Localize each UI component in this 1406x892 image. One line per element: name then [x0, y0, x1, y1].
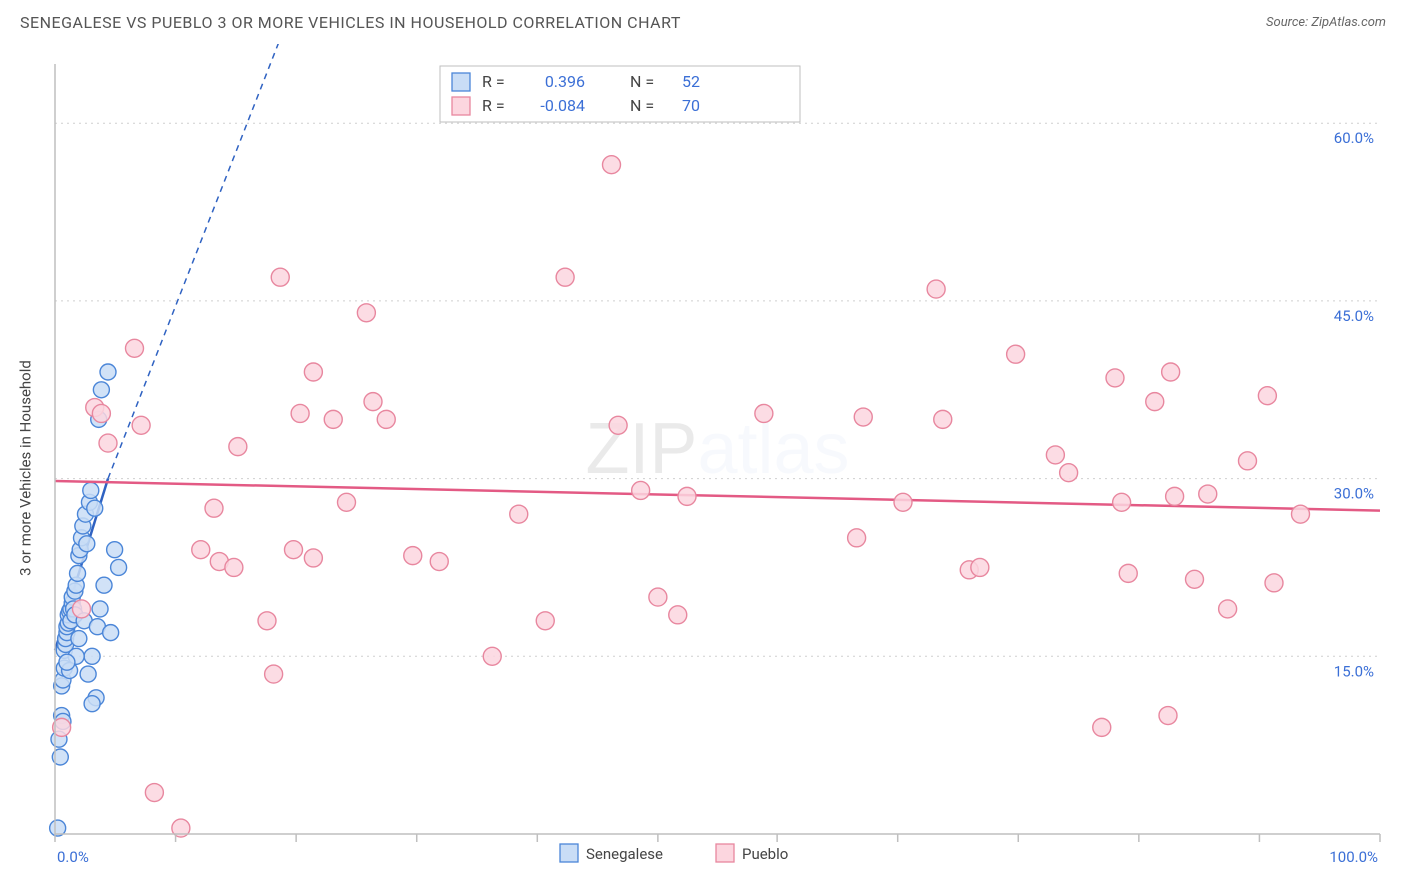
data-point	[126, 339, 144, 357]
data-point	[971, 558, 989, 576]
data-point	[536, 612, 554, 630]
chart-source: Source: ZipAtlas.com	[1266, 15, 1386, 30]
data-point	[265, 665, 283, 683]
data-point	[205, 499, 223, 517]
svg-text:0.0%: 0.0%	[57, 848, 89, 866]
legend-swatch	[716, 844, 734, 862]
data-point	[755, 404, 773, 422]
data-point	[107, 542, 123, 558]
data-point	[1166, 487, 1184, 505]
data-point	[103, 625, 119, 641]
data-point	[84, 696, 100, 712]
data-point	[1199, 485, 1217, 503]
data-point	[111, 559, 127, 575]
data-point	[1046, 446, 1064, 464]
data-point	[271, 268, 289, 286]
data-point	[192, 541, 210, 559]
data-point	[87, 500, 103, 516]
svg-text:R =: R =	[482, 96, 505, 115]
data-point	[1119, 564, 1137, 582]
data-point	[83, 482, 99, 498]
data-point	[145, 784, 163, 802]
svg-text:15.0%: 15.0%	[1334, 662, 1374, 680]
data-point	[1186, 570, 1204, 588]
data-point	[285, 541, 303, 559]
data-point	[1093, 718, 1111, 736]
data-point	[229, 438, 247, 456]
data-point	[79, 536, 95, 552]
data-point	[291, 404, 309, 422]
data-point	[99, 434, 117, 452]
data-point	[1060, 464, 1078, 482]
data-point	[669, 606, 687, 624]
data-point	[92, 601, 108, 617]
data-point	[1146, 393, 1164, 411]
data-point	[1265, 574, 1283, 592]
data-point	[483, 647, 501, 665]
data-point	[927, 280, 945, 298]
data-point	[100, 364, 116, 380]
svg-text:30.0%: 30.0%	[1334, 485, 1374, 503]
svg-text:100.0%: 100.0%	[1329, 848, 1378, 866]
data-point	[1106, 369, 1124, 387]
data-point	[59, 654, 75, 670]
data-point	[1219, 600, 1237, 618]
svg-text:-0.084: -0.084	[540, 96, 585, 115]
svg-text:70: 70	[682, 96, 700, 115]
data-point	[854, 408, 872, 426]
data-point	[430, 553, 448, 571]
svg-text:52: 52	[682, 72, 700, 91]
data-point	[1258, 387, 1276, 405]
data-point	[132, 416, 150, 434]
data-point	[84, 648, 100, 664]
svg-text:N =: N =	[630, 72, 654, 91]
data-point	[357, 304, 375, 322]
data-point	[304, 363, 322, 381]
data-point	[894, 493, 912, 511]
data-point	[934, 410, 952, 428]
data-point	[848, 529, 866, 547]
data-point	[1239, 452, 1257, 470]
data-point	[603, 156, 621, 174]
svg-text:R =: R =	[482, 72, 505, 91]
data-point	[649, 588, 667, 606]
chart-header: SENEGALESE VS PUEBLO 3 OR MORE VEHICLES …	[0, 0, 1406, 44]
data-point	[1162, 363, 1180, 381]
data-point	[609, 416, 627, 434]
data-point	[510, 505, 528, 523]
data-point	[678, 487, 696, 505]
chart-area: 3 or more Vehicles in Household 15.0%30.…	[0, 44, 1406, 892]
chart-title: SENEGALESE VS PUEBLO 3 OR MORE VEHICLES …	[20, 13, 681, 32]
data-point	[80, 666, 96, 682]
data-point	[377, 410, 395, 428]
data-point	[70, 565, 86, 581]
data-point	[225, 558, 243, 576]
data-point	[556, 268, 574, 286]
svg-text:45.0%: 45.0%	[1334, 307, 1374, 325]
scatter-chart-svg: 15.0%30.0%45.0%60.0%ZIPatlas0.0%100.0%R …	[0, 44, 1406, 892]
data-point	[92, 404, 110, 422]
svg-text:N =: N =	[630, 96, 654, 115]
data-point	[404, 547, 422, 565]
data-point	[258, 612, 276, 630]
data-point	[338, 493, 356, 511]
data-point	[96, 577, 112, 593]
data-point	[304, 549, 322, 567]
data-point	[364, 393, 382, 411]
legend-swatch	[560, 844, 578, 862]
y-axis-label: 3 or more Vehicles in Household	[17, 360, 35, 576]
data-point	[1292, 505, 1310, 523]
data-point	[71, 631, 87, 647]
data-point	[632, 481, 650, 499]
legend-label: Senegalese	[586, 845, 663, 863]
data-point	[1113, 493, 1131, 511]
data-point	[1159, 707, 1177, 725]
data-point	[93, 382, 109, 398]
data-point	[73, 600, 91, 618]
data-point	[1007, 345, 1025, 363]
svg-text:60.0%: 60.0%	[1334, 129, 1374, 147]
legend-label: Pueblo	[742, 845, 788, 863]
data-point	[324, 410, 342, 428]
svg-text:0.396: 0.396	[545, 72, 585, 91]
